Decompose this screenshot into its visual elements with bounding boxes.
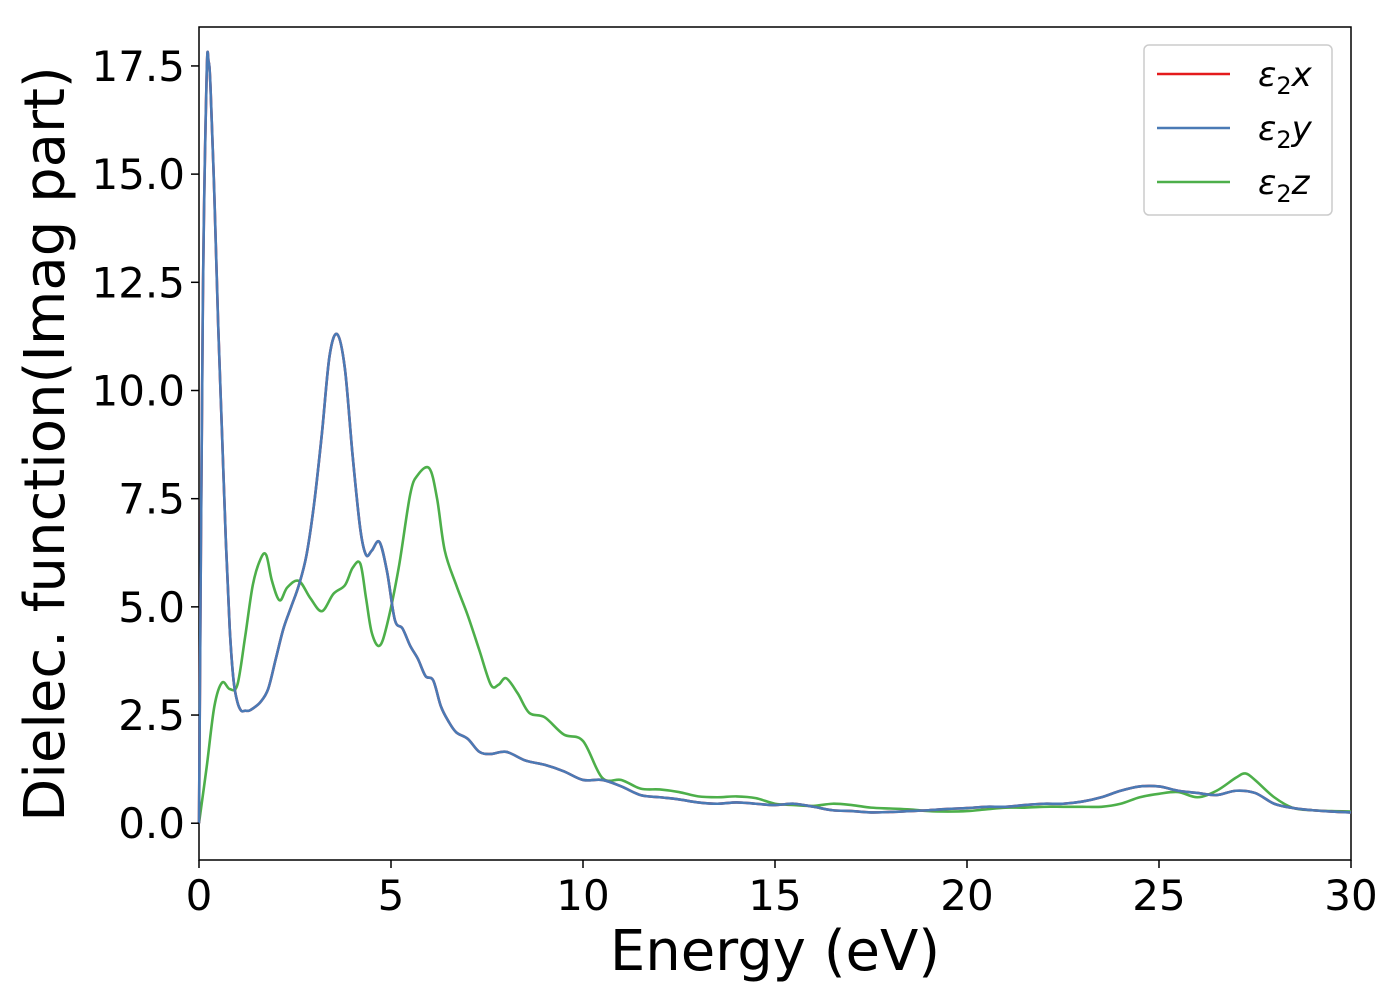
x-tick-label: 10 bbox=[556, 871, 609, 920]
x-tick-label: 0 bbox=[186, 871, 213, 920]
y-axis-label: Dielec. function(Imag part) bbox=[13, 66, 78, 822]
x-tick-label: 30 bbox=[1324, 871, 1377, 920]
legend-entries: ε2x ε2y ε2z bbox=[1157, 55, 1313, 208]
series-layer bbox=[197, 50, 1352, 824]
x-tick-label: 15 bbox=[748, 871, 801, 920]
legend-label: ε2y bbox=[1258, 109, 1313, 154]
y-tick-label: 10.0 bbox=[91, 366, 185, 415]
y-tick-label: 15.0 bbox=[91, 150, 185, 199]
y-tick-label: 7.5 bbox=[118, 475, 185, 524]
legend: ε2x ε2y ε2z bbox=[1143, 44, 1333, 216]
legend-label: ε2z bbox=[1258, 163, 1311, 208]
y-tick-label: 17.5 bbox=[91, 42, 185, 91]
y-tick-label: 0.0 bbox=[118, 799, 185, 848]
y-axis-ticks: 0.0 2.5 5.0 7.5 10.0 12.5 15.0 17.5 bbox=[91, 42, 199, 848]
x-tick-label: 20 bbox=[940, 871, 993, 920]
x-axis-label: Energy (eV) bbox=[610, 919, 940, 984]
x-axis-ticks: 0 5 10 15 20 25 30 bbox=[186, 860, 1378, 920]
y-tick-label: 2.5 bbox=[118, 691, 185, 740]
series-line-e2y bbox=[197, 50, 1352, 824]
y-tick-label: 5.0 bbox=[118, 583, 185, 632]
x-tick-label: 25 bbox=[1132, 871, 1185, 920]
series-line-e2z bbox=[197, 465, 1352, 824]
x-tick-label: 5 bbox=[378, 871, 405, 920]
y-tick-label: 12.5 bbox=[91, 258, 185, 307]
legend-box bbox=[1143, 44, 1333, 216]
legend-label: ε2x bbox=[1258, 55, 1313, 100]
